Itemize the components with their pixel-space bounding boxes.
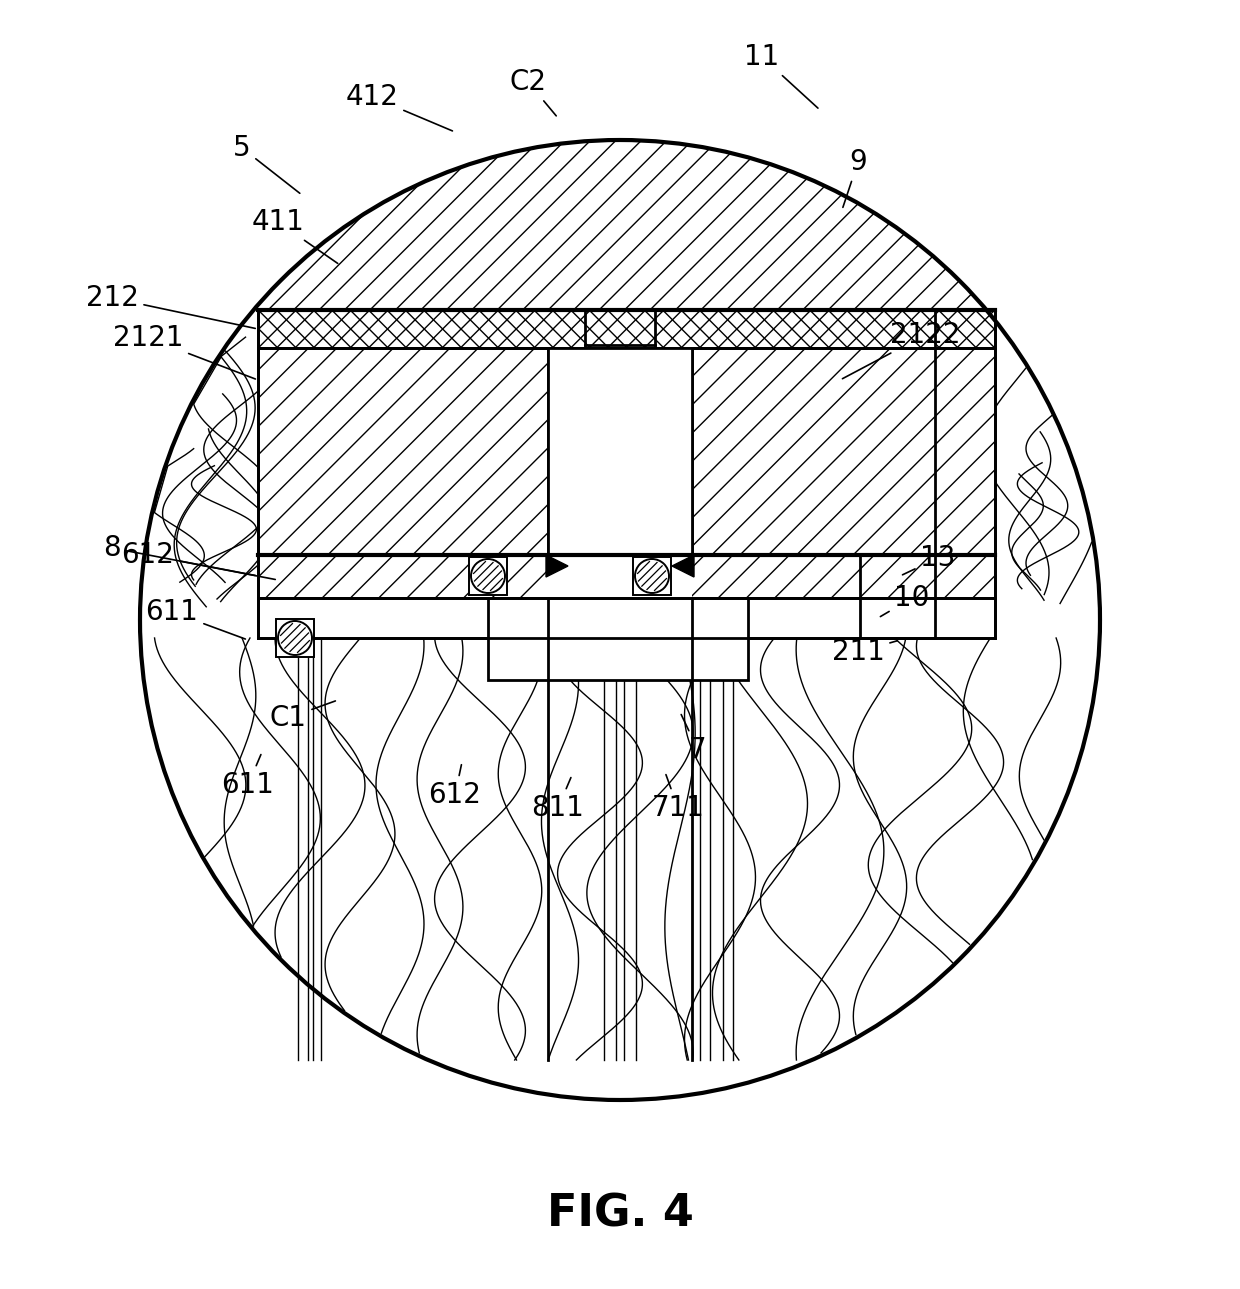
- Text: 611: 611: [145, 598, 246, 639]
- Circle shape: [278, 621, 312, 655]
- Polygon shape: [672, 556, 694, 577]
- Bar: [277, 619, 314, 657]
- Text: 10: 10: [880, 584, 930, 616]
- Text: 611: 611: [222, 754, 274, 799]
- Bar: [632, 557, 671, 596]
- Bar: [469, 557, 507, 596]
- Bar: [258, 598, 994, 638]
- Text: 2121: 2121: [113, 324, 255, 379]
- Text: C2: C2: [510, 68, 557, 116]
- Bar: [861, 556, 935, 638]
- Text: C1: C1: [269, 701, 335, 732]
- Text: 2122: 2122: [842, 321, 960, 379]
- Text: 5: 5: [233, 134, 300, 193]
- Bar: [258, 348, 548, 556]
- Text: 13: 13: [903, 544, 956, 575]
- Text: FIG. 4: FIG. 4: [547, 1192, 693, 1235]
- Text: 7: 7: [681, 714, 707, 764]
- Text: 9: 9: [843, 148, 867, 208]
- Polygon shape: [546, 556, 568, 577]
- Circle shape: [471, 559, 505, 593]
- Bar: [548, 556, 692, 598]
- Text: 612: 612: [122, 541, 275, 580]
- Text: 212: 212: [86, 284, 255, 329]
- Bar: [548, 348, 692, 556]
- Circle shape: [140, 141, 1100, 1100]
- Text: 411: 411: [252, 208, 337, 263]
- Bar: [489, 598, 748, 681]
- Text: 811: 811: [532, 777, 584, 822]
- Bar: [258, 309, 994, 348]
- Text: 8: 8: [103, 534, 255, 575]
- Text: 211: 211: [832, 638, 898, 666]
- Bar: [692, 348, 994, 556]
- Bar: [258, 556, 994, 598]
- Text: 412: 412: [346, 82, 453, 131]
- Circle shape: [635, 559, 670, 593]
- Text: 11: 11: [744, 43, 818, 108]
- Text: 612: 612: [429, 764, 481, 809]
- Text: 711: 711: [651, 775, 704, 822]
